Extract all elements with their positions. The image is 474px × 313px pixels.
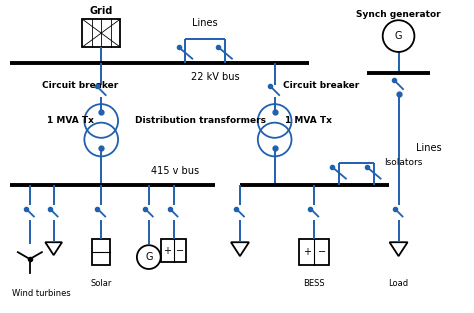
Bar <box>92 239 110 265</box>
Text: +: + <box>163 246 171 256</box>
Text: BESS: BESS <box>303 280 325 288</box>
Text: +: + <box>303 247 311 257</box>
Text: 415 v bus: 415 v bus <box>152 166 200 176</box>
Text: 1 MVA Tx: 1 MVA Tx <box>47 116 93 125</box>
Text: Wind turbines: Wind turbines <box>12 289 71 298</box>
Text: Lines: Lines <box>192 18 218 28</box>
Text: Load: Load <box>389 280 409 288</box>
Text: Distribution transformers: Distribution transformers <box>135 116 266 125</box>
Text: Circuit breaker: Circuit breaker <box>42 81 118 90</box>
Text: Isolators: Isolators <box>383 158 422 167</box>
Bar <box>300 239 329 265</box>
Text: Solar: Solar <box>91 280 112 288</box>
Text: Synch generator: Synch generator <box>356 10 441 19</box>
Text: Circuit breaker: Circuit breaker <box>283 81 359 90</box>
Text: 1 MVA Tx: 1 MVA Tx <box>284 116 331 125</box>
Text: Lines: Lines <box>416 143 442 153</box>
Text: −: − <box>318 247 326 257</box>
Bar <box>82 19 120 47</box>
Text: G: G <box>395 31 402 41</box>
Text: 22 kV bus: 22 kV bus <box>191 72 239 82</box>
Bar <box>161 239 186 262</box>
Text: Grid: Grid <box>90 6 113 16</box>
Text: −: − <box>176 246 184 256</box>
Text: G: G <box>145 252 153 262</box>
